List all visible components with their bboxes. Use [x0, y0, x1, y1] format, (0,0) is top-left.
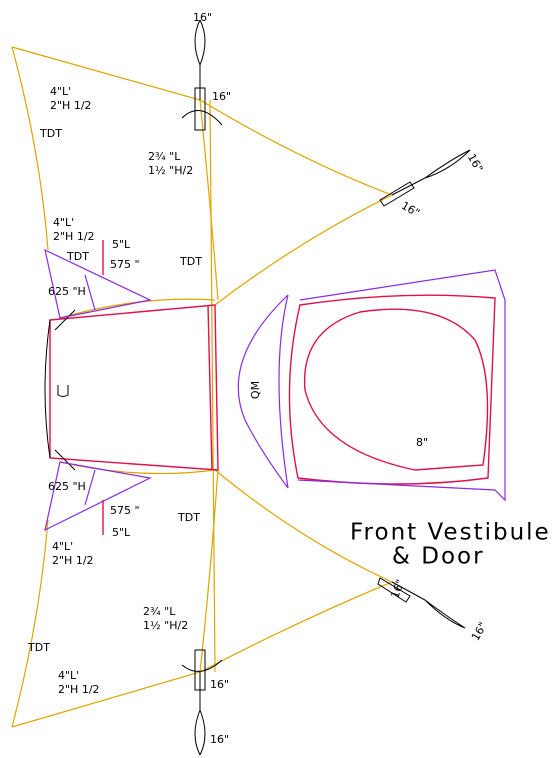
- label: 5"L: [112, 238, 131, 251]
- label: TDT: [27, 641, 50, 654]
- label: 4"L': [52, 540, 73, 553]
- label: 1½ "H/2: [143, 619, 188, 632]
- guy-top: [182, 20, 222, 130]
- title: Front Vestibule: [350, 520, 551, 546]
- body-outline: [50, 305, 218, 470]
- label: 2"H 1/2: [58, 683, 100, 696]
- label: 4"L': [58, 669, 79, 682]
- label: 625 "H: [48, 285, 86, 298]
- guy-right-top: [380, 150, 470, 206]
- label: 8": [416, 436, 428, 449]
- vestibule-arc: [238, 295, 288, 488]
- door-panel: [289, 295, 495, 484]
- label: 16": [465, 152, 486, 175]
- label: TDT: [179, 255, 202, 268]
- label: 2¾ "L: [143, 605, 176, 618]
- label: 2"H 1/2: [50, 99, 92, 112]
- label: QM: [249, 381, 262, 399]
- label: 2"H 1/2: [52, 554, 94, 567]
- label: 16": [210, 733, 229, 746]
- label: 16": [210, 678, 229, 691]
- diagram: 16" 16" 4"L' 2"H 1/2 TDT 2¾ "L 1½ "H/2 1…: [0, 0, 552, 758]
- label: 2"H 1/2: [53, 230, 95, 243]
- label: 2¾ "L: [148, 150, 181, 163]
- guy-right-bottom: [378, 578, 465, 628]
- label: 625 "H: [48, 480, 86, 493]
- title: & Door: [392, 544, 485, 570]
- label: 4"L': [53, 216, 74, 229]
- label: 16": [193, 11, 212, 24]
- label: 4"L': [50, 85, 71, 98]
- label: 1½ "H/2: [148, 164, 193, 177]
- label: 575 ": [110, 258, 140, 271]
- label: 16": [399, 199, 422, 220]
- door-opening: [305, 309, 488, 470]
- fly-outline: [12, 47, 392, 727]
- label: 5"L: [112, 526, 131, 539]
- label: TDT: [66, 250, 89, 263]
- label: 16": [469, 620, 490, 643]
- label: TDT: [177, 511, 200, 524]
- label: 16": [212, 90, 231, 103]
- label: 575 ": [110, 504, 140, 517]
- label: TDT: [39, 127, 62, 140]
- fly-seam: [60, 100, 218, 672]
